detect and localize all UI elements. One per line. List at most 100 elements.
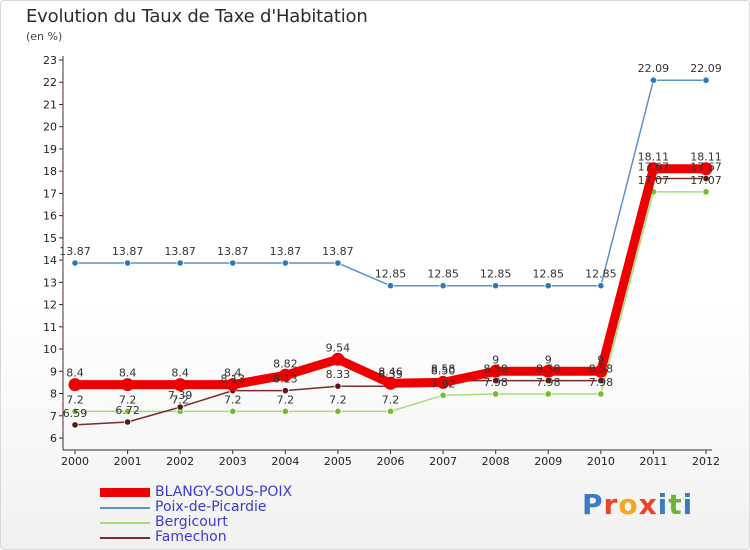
- y-tick-label: 7: [50, 410, 57, 423]
- data-label: 6.59: [63, 407, 88, 420]
- x-tick-label: 2011: [639, 455, 667, 468]
- y-tick-label: 19: [43, 143, 57, 156]
- unit-label: (en %): [26, 30, 63, 43]
- x-tick-label: 2002: [166, 455, 194, 468]
- data-label: 22.09: [638, 62, 670, 75]
- data-label: 12.85: [480, 268, 512, 281]
- data-label: 8.4: [171, 367, 189, 380]
- legend-swatch: [100, 537, 150, 539]
- data-point: [173, 378, 187, 392]
- data-point: [386, 407, 395, 415]
- data-point: [334, 259, 342, 267]
- data-label: 12.85: [533, 268, 565, 281]
- data-point: [71, 259, 79, 267]
- data-point: [334, 382, 342, 390]
- data-point: [386, 282, 395, 290]
- legend-label: Poix-de-Picardie: [155, 499, 267, 515]
- data-label: 13.87: [217, 245, 249, 258]
- data-point: [71, 421, 79, 429]
- data-label: 7.2: [171, 393, 189, 406]
- data-point: [702, 76, 710, 84]
- data-label: 17.67: [638, 161, 670, 174]
- y-tick-label: 21: [43, 98, 57, 111]
- x-tick-label: 2005: [324, 455, 352, 468]
- data-point: [492, 282, 500, 290]
- data-point: [278, 368, 292, 382]
- data-label: 17.07: [690, 174, 722, 187]
- data-point: [699, 162, 713, 176]
- chart-title: Evolution du Taux de Taxe d'Habitation: [26, 6, 368, 27]
- data-label: 13.87: [112, 245, 144, 258]
- data-label: 17.67: [690, 161, 722, 174]
- y-tick-label: 8: [50, 388, 57, 401]
- data-label: 7.2: [66, 393, 84, 406]
- data-label: 8.33: [378, 368, 403, 381]
- data-label: 22.09: [690, 62, 722, 75]
- data-label: 8.58: [536, 363, 561, 376]
- data-point: [229, 407, 237, 415]
- y-tick-label: 20: [43, 121, 57, 134]
- data-point: [436, 375, 450, 389]
- x-tick-label: 2012: [692, 455, 720, 468]
- data-point: [176, 403, 184, 411]
- data-label: 13.87: [322, 245, 354, 258]
- data-point: [489, 364, 503, 378]
- x-tick-label: 2009: [534, 455, 562, 468]
- data-point: [281, 387, 289, 395]
- data-label: 7.39: [168, 389, 193, 402]
- data-point: [646, 162, 660, 176]
- y-tick-label: 11: [43, 321, 57, 334]
- data-point: [384, 376, 397, 390]
- data-label: 9: [597, 353, 604, 366]
- data-label: 9: [492, 353, 499, 366]
- data-label: 8.46: [378, 365, 403, 378]
- data-point: [229, 259, 237, 267]
- data-point: [123, 407, 132, 415]
- data-label: 17.07: [638, 174, 670, 187]
- legend-label: Bergicourt: [155, 514, 228, 530]
- data-label: 12.85: [375, 268, 407, 281]
- data-label: 8.4: [66, 367, 84, 380]
- data-point: [544, 390, 552, 398]
- y-tick-label: 23: [43, 54, 57, 67]
- y-tick-label: 12: [43, 299, 57, 312]
- data-point: [121, 378, 135, 392]
- y-tick-label: 6: [50, 432, 57, 445]
- data-label: 7.98: [483, 376, 508, 389]
- y-tick-label: 9: [50, 365, 57, 378]
- data-label: 7.2: [382, 393, 400, 406]
- data-label: 12.85: [585, 268, 617, 281]
- data-label: 8.4: [224, 367, 242, 380]
- data-label: 13.87: [59, 245, 91, 258]
- data-point: [176, 259, 184, 267]
- data-label: 7.92: [431, 377, 456, 390]
- proxiti-logo: Proxiti: [582, 488, 693, 521]
- data-point: [597, 390, 605, 398]
- data-label: 8.50: [431, 364, 456, 377]
- data-point: [123, 418, 132, 426]
- y-tick-label: 13: [43, 276, 57, 289]
- data-label: 8.58: [483, 363, 508, 376]
- data-point: [281, 259, 289, 267]
- data-label: 12.85: [427, 268, 459, 281]
- logo-letter: o: [618, 488, 639, 521]
- y-tick-label: 16: [43, 210, 57, 223]
- data-point: [544, 282, 552, 290]
- data-point: [594, 364, 608, 378]
- data-point: [702, 188, 710, 196]
- data-point: [226, 378, 240, 392]
- data-label: 8.58: [431, 363, 456, 376]
- data-label: 7.2: [277, 393, 295, 406]
- data-point: [123, 259, 132, 267]
- logo-letter: P: [582, 488, 604, 521]
- data-point: [597, 282, 605, 290]
- logo-letter: r: [603, 488, 619, 521]
- y-tick-label: 14: [43, 254, 57, 267]
- logo-letter: i: [657, 488, 669, 521]
- data-point: [71, 407, 79, 415]
- logo-letter: t: [668, 488, 683, 521]
- data-label: 6.72: [115, 404, 140, 417]
- data-point: [281, 407, 289, 415]
- data-label: 8.4: [119, 367, 137, 380]
- data-label: 9: [545, 353, 552, 366]
